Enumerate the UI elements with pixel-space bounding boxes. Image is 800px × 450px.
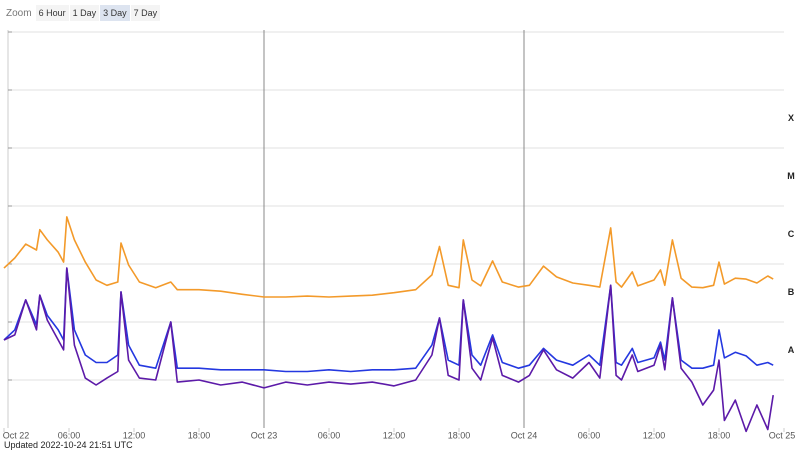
class-label: C	[788, 229, 795, 239]
x-tick-label: 06:00	[578, 430, 601, 440]
class-label: A	[788, 345, 795, 355]
series-line	[3, 216, 774, 298]
x-tick-label: 12:00	[643, 430, 666, 440]
zoom-bar: Zoom 6 Hour 1 Day 3 Day 7 Day	[6, 4, 161, 22]
updated-text: Updated 2022-10-24 21:51 UTC	[4, 440, 133, 450]
x-tick-label: Oct 25	[769, 430, 796, 440]
x-tick-label: 18:00	[708, 430, 731, 440]
zoom-label: Zoom	[6, 7, 32, 19]
x-tick-label: 18:00	[188, 430, 211, 440]
zoom-button[interactable]: 3 Day	[100, 5, 130, 21]
x-tick-label: 18:00	[448, 430, 471, 440]
x-tick-label: 12:00	[123, 430, 146, 440]
x-tick-label: 06:00	[58, 430, 81, 440]
chart: X M C B A Oct 22 06:00 12:00 18:00 Oct 23 06:00 12:…	[3, 30, 796, 440]
zoom-button[interactable]: 6 Hour	[35, 5, 69, 21]
x-tick-label: Oct 23	[251, 430, 278, 440]
x-tick-label: 12:00	[383, 430, 406, 440]
series-line	[3, 267, 774, 433]
x-tick-label: Oct 22	[3, 430, 30, 440]
class-label: B	[788, 287, 795, 297]
class-label: X	[788, 113, 794, 123]
zoom-button[interactable]: 7 Day	[130, 5, 161, 21]
zoom-button[interactable]: 1 Day	[69, 5, 100, 21]
x-tick-label: 06:00	[318, 430, 341, 440]
x-tick-label: Oct 24	[511, 430, 538, 440]
class-label: M	[787, 171, 795, 181]
